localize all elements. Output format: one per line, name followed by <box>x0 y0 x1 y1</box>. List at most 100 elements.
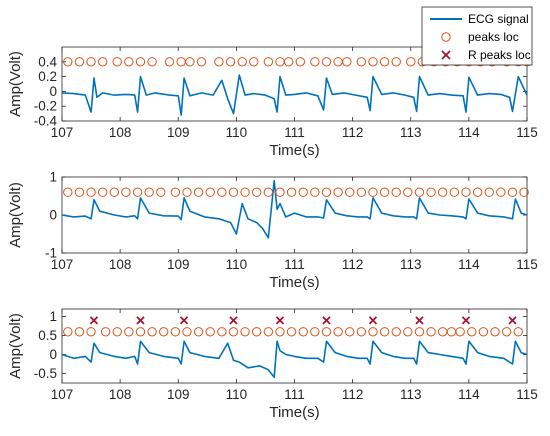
y-tick-label: -0.5 <box>34 366 57 381</box>
x-tick-label: 109 <box>167 387 190 402</box>
x-tick-label: 112 <box>342 257 364 272</box>
x-tick-label: 108 <box>109 257 132 272</box>
peak-marker <box>170 187 181 197</box>
peak-marker <box>193 327 204 337</box>
peak-marker <box>496 187 506 197</box>
peak-marker <box>275 327 285 337</box>
peak-marker <box>182 327 192 337</box>
y-tick-label: 0 <box>49 84 57 99</box>
peak-marker <box>63 187 73 197</box>
peak-marker <box>298 327 308 337</box>
r-peak-marker <box>229 316 238 325</box>
plot-area <box>61 176 528 254</box>
y-axis-label: Amp(Volt) <box>7 51 24 117</box>
peak-marker <box>263 327 274 337</box>
x-tick-label: 114 <box>458 257 480 272</box>
y-tick-label: -0.4 <box>34 114 58 129</box>
peak-marker <box>286 327 297 337</box>
r-peak-marker <box>322 316 331 325</box>
peak-marker <box>156 187 166 197</box>
peak-marker <box>132 187 143 197</box>
r-peak-marker <box>275 316 285 325</box>
peak-marker <box>368 187 378 197</box>
peak-marker <box>74 57 85 67</box>
peak-marker <box>121 187 131 197</box>
peak-marker <box>356 327 367 337</box>
x-tick-label: 108 <box>109 387 132 402</box>
y-tick-label: 1 <box>49 309 57 324</box>
x-tick-label: 113 <box>400 257 422 272</box>
peak-marker <box>74 327 85 337</box>
peak-marker <box>86 187 96 197</box>
peak-marker <box>356 187 367 197</box>
peak-marker <box>513 327 523 337</box>
peak-marker <box>333 327 343 337</box>
x-tick-label: 114 <box>458 387 480 402</box>
y-tick-label: 0.5 <box>38 328 57 343</box>
r-peak-marker <box>179 316 189 325</box>
peak-marker <box>391 327 401 337</box>
peak-marker <box>164 57 175 67</box>
peak-marker <box>275 187 285 197</box>
peak-marker <box>333 187 343 197</box>
legend-label-rpeaks: R peaks loc <box>468 48 531 62</box>
peak-marker <box>379 327 390 337</box>
peak-marker <box>295 57 306 67</box>
peak-marker <box>182 187 192 197</box>
peak-marker <box>406 57 416 67</box>
peak-marker <box>185 57 195 67</box>
y-tick-label: 0.4 <box>38 54 57 69</box>
x-tick-label: 109 <box>167 257 190 272</box>
peak-marker <box>379 57 390 67</box>
peak-marker <box>170 327 181 337</box>
peak-marker <box>345 327 355 337</box>
ecg-signal-line <box>61 180 528 239</box>
peak-marker <box>507 187 518 197</box>
peak-marker <box>519 187 529 197</box>
r-peak-marker <box>508 316 517 325</box>
peak-marker <box>112 327 122 337</box>
y-tick-label: 1 <box>49 170 57 185</box>
peak-marker <box>414 327 425 337</box>
y-tick-label: 0 <box>49 347 57 362</box>
peak-marker <box>426 327 436 337</box>
x-tick-label: 110 <box>226 125 248 140</box>
x-tick-label: 107 <box>51 387 74 402</box>
peak-marker <box>217 327 227 337</box>
peak-marker <box>310 187 320 197</box>
peak-marker <box>135 327 146 337</box>
y-tick-label: -1 <box>45 246 57 261</box>
x-tick-label: 113 <box>400 387 422 402</box>
x-tick-label: 115 <box>516 257 538 272</box>
peak-marker <box>438 187 448 197</box>
peak-marker <box>490 327 500 337</box>
peak-marker <box>144 187 154 197</box>
peak-marker <box>426 187 436 197</box>
y-axis-label: Amp(Volt) <box>7 182 24 248</box>
peak-marker <box>321 187 332 197</box>
x-tick-label: 107 <box>51 257 74 272</box>
peak-marker <box>356 57 367 67</box>
y-tick-label: 0 <box>49 208 57 223</box>
peak-marker <box>196 57 207 67</box>
x-tick-label: 111 <box>284 257 305 272</box>
x-tick-label: 115 <box>516 387 538 402</box>
x-tick-label: 107 <box>51 125 74 140</box>
peak-marker <box>240 327 250 337</box>
chart-panel-2: 107 108 109 110 111 112 113 114 115 1 0 -1 Time(s) Am… <box>7 170 538 292</box>
peak-marker <box>403 327 413 337</box>
x-tick-label: 114 <box>458 125 480 140</box>
peak-marker <box>368 327 378 337</box>
peak-marker <box>74 187 85 197</box>
r-peak-marker <box>368 316 378 325</box>
peak-marker <box>205 327 215 337</box>
peak-marker <box>193 187 204 197</box>
y-tick-label: -0.2 <box>34 99 57 114</box>
legend: ECG signal peaks loc R peaks loc <box>421 6 533 66</box>
plot-area <box>61 308 528 384</box>
peak-marker <box>135 57 146 67</box>
r-peak-marker <box>136 316 145 325</box>
x-axis-label: Time(s) <box>269 142 319 159</box>
legend-frame <box>421 6 533 66</box>
